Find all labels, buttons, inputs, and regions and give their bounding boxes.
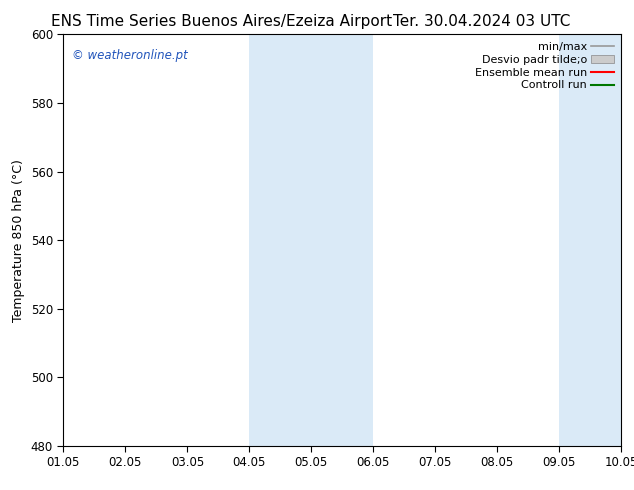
Text: Ter. 30.04.2024 03 UTC: Ter. 30.04.2024 03 UTC	[393, 14, 571, 29]
Bar	[249, 34, 373, 446]
Text: © weatheronline.pt: © weatheronline.pt	[72, 49, 188, 62]
Bar	[559, 34, 621, 446]
Y-axis label: Temperature 850 hPa (°C): Temperature 850 hPa (°C)	[12, 159, 25, 321]
Text: ENS Time Series Buenos Aires/Ezeiza Airport: ENS Time Series Buenos Aires/Ezeiza Airp…	[51, 14, 392, 29]
Legend: min/max, Desvio padr tilde;o, Ensemble mean run, Controll run: min/max, Desvio padr tilde;o, Ensemble m…	[472, 40, 616, 93]
